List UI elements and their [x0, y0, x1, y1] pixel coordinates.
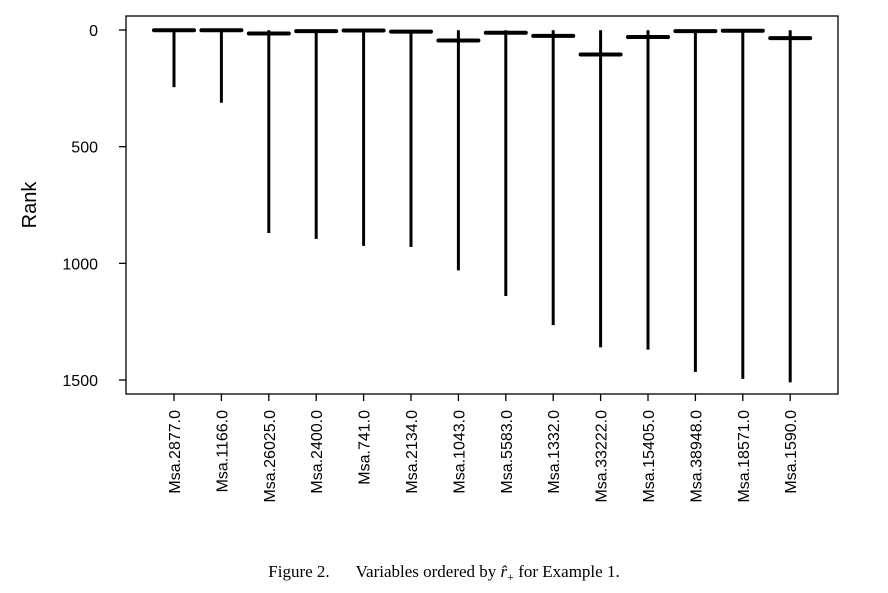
x-tick-label-12: Msa.18571.0 [736, 410, 753, 503]
y-axis-title: Rank [19, 181, 41, 229]
y-tick-label-2: 1000 [62, 256, 98, 273]
x-tick-label-4: Msa.741.0 [357, 410, 374, 485]
y-axis: 0 500 1000 1500 [62, 23, 126, 390]
caption-text-after: for Example 1. [518, 562, 620, 581]
caption-label: Figure 2. [268, 562, 330, 581]
caption-symbol: r̂ [500, 562, 508, 581]
x-tick-label-8: Msa.1332.0 [546, 410, 563, 494]
x-tick-label-1: Msa.1166.0 [214, 410, 231, 493]
figure-caption: Figure 2. Variables ordered by r̂+ for E… [0, 562, 888, 585]
x-tick-label-7: Msa.5583.0 [499, 410, 516, 494]
x-tick-label-11: Msa.38948.0 [688, 410, 705, 503]
y-tick-label-0: 0 [89, 23, 98, 40]
caption-symbol-sub: + [507, 570, 514, 584]
plot-frame [125, 15, 839, 395]
rank-chart: 0 500 1000 1500 Msa.2877.0 Msa.1166.0 Msa.260… [19, 15, 839, 503]
y-tick-label-1: 500 [71, 140, 98, 157]
x-tick-label-3: Msa.2400.0 [309, 410, 326, 494]
x-tick-label-0: Msa.2877.0 [167, 410, 184, 494]
x-tick-label-13: Msa.1590.0 [783, 410, 800, 494]
x-tick-label-10: Msa.15405.0 [641, 410, 658, 503]
x-tick-label-6: Msa.1043.0 [451, 410, 468, 494]
caption-text-before: Variables ordered by [355, 562, 497, 581]
x-axis: Msa.2877.0 Msa.1166.0 Msa.26025.0 Msa.2400.… [167, 394, 800, 503]
y-tick-label-3: 1500 [62, 373, 98, 390]
box-marks [152, 28, 813, 383]
x-tick-label-9: Msa.33222.0 [594, 410, 611, 503]
x-tick-label-5: Msa.2134.0 [404, 410, 421, 494]
x-tick-label-2: Msa.26025.0 [262, 410, 279, 503]
